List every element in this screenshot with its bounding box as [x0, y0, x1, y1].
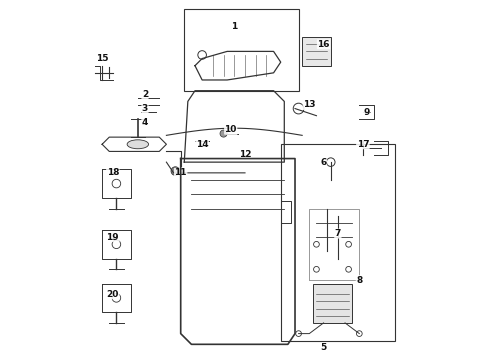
Text: 17: 17: [357, 140, 369, 149]
Text: 20: 20: [107, 290, 119, 299]
Bar: [281, 144, 395, 341]
Circle shape: [171, 167, 180, 175]
Text: 10: 10: [224, 126, 237, 135]
Bar: [184, 9, 298, 91]
Bar: [313, 284, 352, 323]
Circle shape: [220, 130, 227, 137]
Text: 8: 8: [356, 275, 363, 284]
Text: 3: 3: [142, 104, 148, 113]
Text: 16: 16: [318, 40, 330, 49]
Text: 2: 2: [142, 90, 148, 99]
Text: 4: 4: [142, 118, 148, 127]
Text: 19: 19: [106, 233, 119, 242]
Text: 14: 14: [196, 140, 208, 149]
Text: 7: 7: [335, 229, 341, 238]
Text: 13: 13: [303, 100, 316, 109]
Text: 18: 18: [107, 168, 119, 177]
Text: 6: 6: [320, 158, 327, 167]
Text: 12: 12: [239, 150, 251, 159]
Ellipse shape: [127, 140, 148, 149]
Text: 11: 11: [174, 168, 187, 177]
Text: 15: 15: [96, 54, 108, 63]
Bar: [302, 37, 331, 66]
Text: 5: 5: [320, 343, 327, 352]
Text: 9: 9: [363, 108, 369, 117]
Text: 1: 1: [231, 22, 238, 31]
